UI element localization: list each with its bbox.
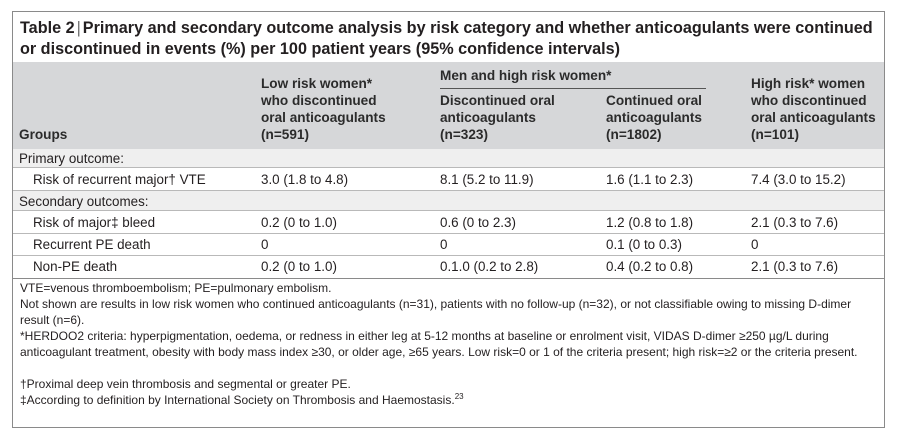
cell-vte-men-disc: 8.1 (5.2 to 11.9): [440, 172, 534, 187]
column-header-men-disc-line1: Discontinued oral: [440, 93, 555, 108]
footnote-ddagger-text: ‡According to definition by Internationa…: [20, 393, 455, 407]
row-label-recurrent-vte: Risk of recurrent major† VTE: [33, 172, 206, 187]
cell-bleed-men-disc: 0.6 (0 to 2.3): [440, 215, 516, 230]
section-label-secondary: Secondary outcomes:: [19, 194, 149, 209]
table-header: Groups Low risk women* who discontinued …: [13, 62, 884, 158]
column-group-rule: [440, 88, 706, 89]
row-label-pe-death: Recurrent PE death: [33, 237, 151, 252]
table-title: Table 2 | Primary and secondary outcome an…: [20, 19, 873, 58]
column-header-men-cont-line2: anticoagulants: [606, 110, 702, 125]
column-group-header-men: Men and high risk women*: [440, 68, 612, 83]
column-header-men-disc-line2: anticoagulants: [440, 110, 536, 125]
table-caption: Primary and secondary outcome analysis b…: [20, 19, 873, 58]
section-row-primary: [13, 149, 884, 167]
cell-non-pe-death-men-cont: 0.4 (0.2 to 0.8): [606, 259, 694, 274]
column-header-high-risk-line4: (n=101): [751, 127, 799, 142]
column-header-low-risk-line4: (n=591): [261, 127, 309, 142]
column-header-men-cont-line1: Continued oral: [606, 93, 702, 108]
column-header-men-disc-line3: (n=323): [440, 127, 488, 142]
column-header-men-cont-line3: (n=1802): [606, 127, 662, 142]
cell-vte-high-risk: 7.4 (3.0 to 15.2): [751, 172, 846, 187]
row-label-non-pe-death: Non-PE death: [33, 259, 118, 274]
cell-vte-low-risk: 3.0 (1.8 to 4.8): [261, 172, 349, 187]
cell-non-pe-death-high-risk: 2.1 (0.3 to 7.6): [751, 259, 839, 274]
column-header-high-risk-line3: oral anticoagulants: [751, 110, 876, 125]
column-header-groups: Groups: [19, 127, 68, 142]
cell-pe-death-low-risk: 0: [261, 237, 269, 252]
cell-vte-men-cont: 1.6 (1.1 to 2.3): [606, 172, 694, 187]
cell-non-pe-death-low-risk: 0.2 (0 to 1.0): [261, 259, 337, 274]
table-number: Table 2: [20, 19, 75, 37]
cell-pe-death-men-cont: 0.1 (0 to 0.3): [606, 237, 682, 252]
column-header-low-risk-line3: oral anticoagulants: [261, 110, 386, 125]
section-label-primary: Primary outcome:: [19, 151, 124, 166]
cell-non-pe-death-men-disc: 0.1.0 (0.2 to 2.8): [440, 259, 539, 274]
footnote-herdoo2: *HERDOO2 criteria: hyperpigmentation, oe…: [20, 329, 858, 359]
column-header-low-risk-line1: Low risk women*: [261, 76, 373, 91]
column-header-high-risk-line1: High risk* women: [751, 76, 866, 91]
cell-pe-death-high-risk: 0: [751, 237, 759, 252]
reference-number: 23: [454, 392, 464, 401]
footnote-abbreviations: VTE=venous thromboembolism; PE=pulmonary…: [20, 281, 332, 295]
cell-bleed-men-cont: 1.2 (0.8 to 1.8): [606, 215, 694, 230]
column-header-low-risk-line2: who discontinued: [261, 93, 377, 108]
row-label-major-bleed: Risk of major‡ bleed: [33, 215, 156, 230]
footnote-ddagger: ‡According to definition by Internationa…: [20, 392, 880, 408]
cell-bleed-high-risk: 2.1 (0.3 to 7.6): [751, 215, 839, 230]
section-row-secondary: [13, 191, 884, 210]
footnote-not-shown: Not shown are results in low risk women …: [20, 297, 852, 327]
cell-bleed-low-risk: 0.2 (0 to 1.0): [261, 215, 337, 230]
cell-pe-death-men-disc: 0: [440, 237, 448, 252]
table-frame: Table 2 | Primary and secondary outcome an…: [12, 11, 885, 428]
footnote-dagger: †Proximal deep vein thrombosis and segme…: [20, 377, 351, 391]
column-header-high-risk-line2: who discontinued: [751, 93, 867, 108]
